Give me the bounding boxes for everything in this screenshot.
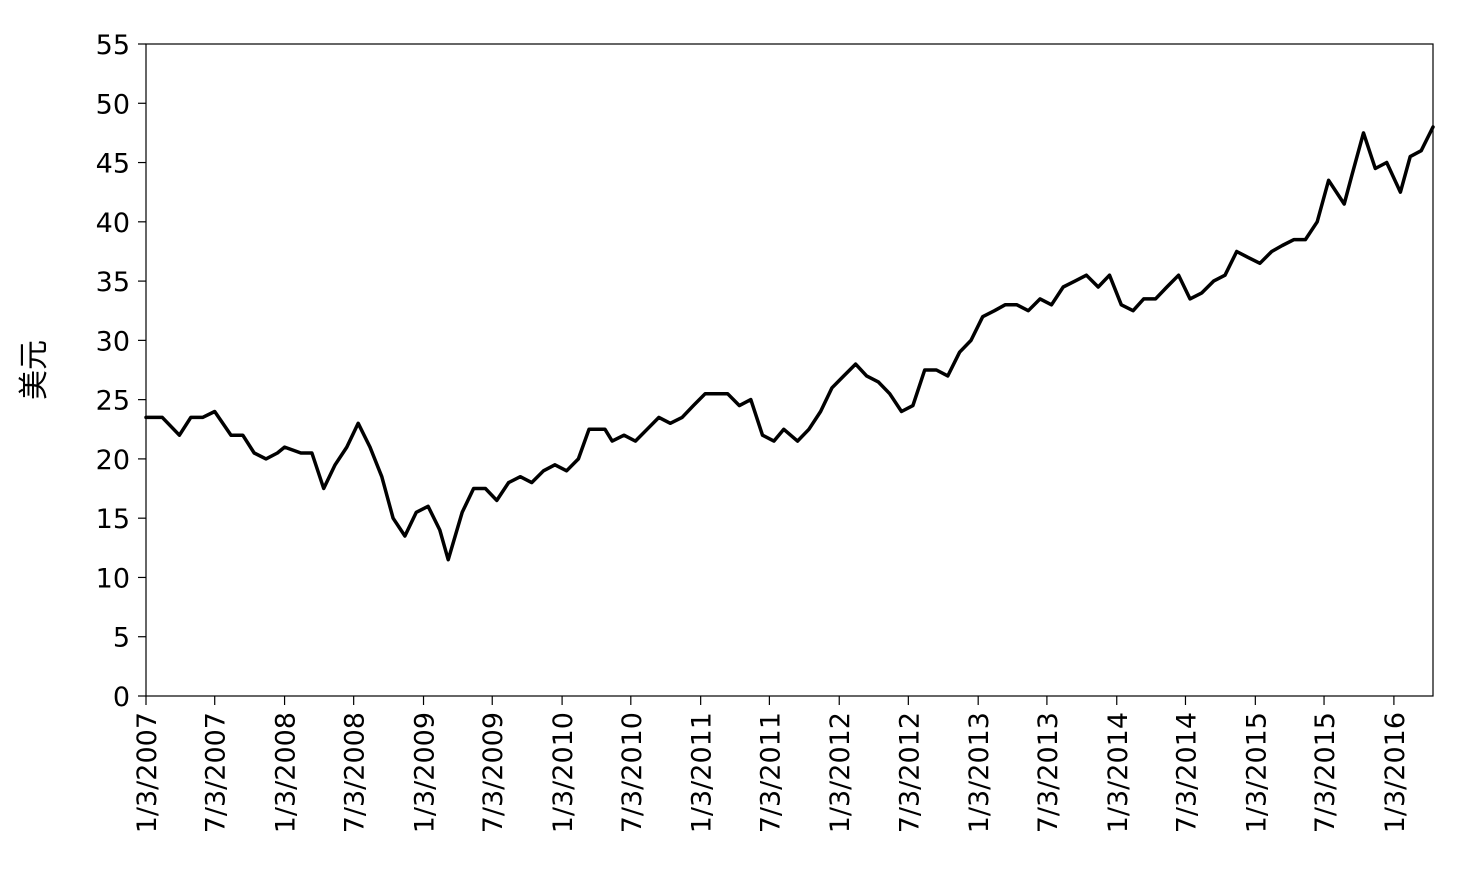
y-tick-label: 45 [96,149,130,180]
x-tick-label: 7/3/2010 [617,712,648,833]
y-axis-title: 美元 [17,340,52,400]
x-tick-label: 7/3/2013 [1033,712,1064,833]
y-tick-label: 30 [96,326,130,357]
x-tick-label: 7/3/2012 [894,712,925,833]
x-tick-label: 1/3/2009 [410,712,441,833]
series-lines [144,125,1435,562]
price-series-line [144,125,1435,562]
y-tick-label: 40 [96,208,130,239]
x-tick-label: 7/3/2008 [340,712,371,833]
y-tick-label: 25 [96,386,130,417]
x-tick-label: 1/3/2015 [1241,712,1272,833]
x-tick-label: 7/3/2007 [201,712,232,833]
x-tick-label: 1/3/2016 [1380,712,1411,833]
x-tick-label: 7/3/2014 [1171,712,1202,833]
x-tick-label: 7/3/2011 [755,712,786,833]
y-tick-label: 5 [113,623,130,654]
y-tick-label: 20 [96,445,130,476]
x-tick-label: 1/3/2008 [271,712,302,833]
x-tick-label: 7/3/2015 [1310,712,1341,833]
x-tick-label: 1/3/2013 [964,712,995,833]
y-tick-label: 15 [96,504,130,535]
y-axis-ticks: 0 5 10 15 20 25 30 35 40 45 50 55 [96,30,146,713]
x-tick-label: 1/3/2007 [132,712,163,833]
y-tick-label: 10 [96,563,130,594]
x-tick-label: 1/3/2011 [687,712,718,833]
y-tick-label: 50 [96,89,130,120]
x-tick-label: 7/3/2009 [478,712,509,833]
x-axis-ticks: 1/3/2007 7/3/2007 1/3/2008 7/3/2008 1/3/2009… [132,696,1411,833]
x-tick-label: 1/3/2010 [548,712,579,833]
y-tick-label: 55 [96,30,130,61]
y-tick-label: 35 [96,267,130,298]
x-tick-label: 1/3/2014 [1103,712,1134,833]
x-tick-label: 1/3/2012 [825,712,856,833]
plot-area-frame [145,43,1434,697]
y-tick-label: 0 [113,682,130,713]
